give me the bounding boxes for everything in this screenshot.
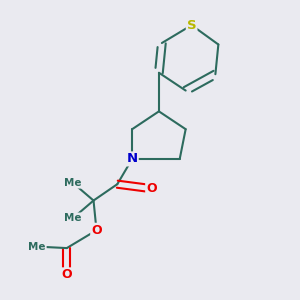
Text: O: O bbox=[146, 182, 157, 195]
Text: O: O bbox=[61, 268, 72, 281]
Text: S: S bbox=[187, 19, 196, 32]
Text: N: N bbox=[127, 152, 138, 165]
Text: O: O bbox=[91, 224, 102, 237]
Text: Me: Me bbox=[64, 178, 82, 188]
Text: Me: Me bbox=[28, 242, 46, 252]
Text: Me: Me bbox=[64, 213, 82, 224]
